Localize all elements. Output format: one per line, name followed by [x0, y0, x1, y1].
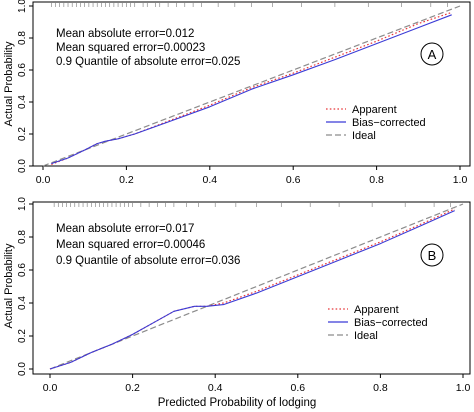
stat-mean-absolute-error-a: Mean absolute error=0.012: [56, 28, 194, 40]
series-lines-b: [49, 203, 464, 370]
panel-label-b: B: [420, 243, 444, 267]
y-ticks-a: 0.0 0.2 0.4 0.6 0.8 1.0: [17, 0, 33, 173]
legend-entry: Bias−corrected: [352, 117, 426, 129]
series-lines-a: [42, 5, 461, 167]
y-tick-label: 0.2: [17, 127, 28, 141]
y-tick-label: 1.0: [17, 0, 28, 13]
x-tick-label: 0.4: [208, 382, 223, 394]
x-tick-label: 0.2: [119, 174, 134, 186]
x-tick-label: 0.6: [286, 174, 301, 186]
y-tick-label: 1.0: [17, 197, 28, 211]
x-tick-label: 0.2: [125, 382, 140, 394]
y-tick-label: 0.8: [17, 230, 28, 244]
stat-mean-absolute-error-b: Mean absolute error=0.017: [56, 223, 194, 235]
x-tick-label: 0.8: [373, 382, 388, 394]
stats-text-b: Mean absolute error=0.017 Mean squared e…: [56, 223, 240, 267]
x-tick-label: 0.8: [369, 174, 384, 186]
legend-entry: Ideal: [352, 130, 376, 142]
y-ticks-b: 0.0 0.2 0.4 0.6 0.8 1.0: [17, 197, 33, 376]
legend-entry: Ideal: [354, 330, 378, 342]
x-tick-label: 1.0: [456, 382, 471, 394]
series-line-bias-corrected-a: [51, 14, 452, 165]
y-tick-label: 0.0: [17, 362, 28, 376]
stat-mean-squared-error-a: Mean squared error=0.00023: [56, 42, 205, 54]
stat-quantile-error-b: 0.9 Quantile of absolute error=0.036: [56, 255, 240, 267]
panel-label-a: A: [420, 42, 444, 66]
stat-mean-squared-error-b: Mean squared error=0.00046: [56, 239, 205, 251]
y-tick-label: 0.2: [17, 329, 28, 343]
x-axis-label: Predicted Probability of lodging: [158, 397, 317, 409]
x-ticks-b: 0.0 0.2 0.4 0.6 0.8 1.0: [43, 374, 471, 394]
y-tick-label: 0.0: [17, 159, 28, 173]
rug-marks-b: [53, 203, 451, 207]
x-tick-label: 0.4: [202, 174, 217, 186]
y-tick-label: 0.4: [17, 95, 28, 109]
series-line-bias-corrected-b: [49, 210, 455, 370]
legend-entry: Apparent: [352, 104, 397, 116]
x-tick-label: 0.0: [36, 174, 51, 186]
x-tick-label: 1.0: [453, 174, 468, 186]
y-tick-label: 0.6: [17, 263, 28, 277]
y-tick-label: 0.6: [17, 63, 28, 77]
y-tick-label: 0.8: [17, 31, 28, 45]
panel-a: Actual Probability 0.0 0.2 0.4 0.6 0.8 1.0 0.…: [3, 0, 471, 186]
x-tick-label: 0.6: [290, 382, 305, 394]
y-axis-label-b: Actual Probability: [3, 243, 15, 328]
y-axis-label-a: Actual Probability: [3, 41, 15, 126]
plot-frame-b: [32, 201, 471, 375]
x-tick-label: 0.0: [43, 382, 58, 394]
panel-b: Actual Probability 0.0 0.2 0.4 0.6 0.8 1.0 0.…: [3, 197, 471, 394]
rug-marks-a: [51, 3, 448, 7]
legend-entry: Bias−corrected: [354, 317, 428, 329]
x-ticks-a: 0.0 0.2 0.4 0.6 0.8 1.0: [36, 166, 468, 186]
panel-letter-a: A: [428, 47, 437, 62]
legend-entry: Apparent: [354, 304, 399, 316]
plot-frame-a: [32, 1, 471, 167]
stats-text-a: Mean absolute error=0.012 Mean squared e…: [56, 28, 240, 68]
y-tick-label: 0.4: [17, 296, 28, 310]
stat-quantile-error-a: 0.9 Quantile of absolute error=0.025: [56, 56, 240, 68]
panel-letter-b: B: [428, 248, 437, 263]
